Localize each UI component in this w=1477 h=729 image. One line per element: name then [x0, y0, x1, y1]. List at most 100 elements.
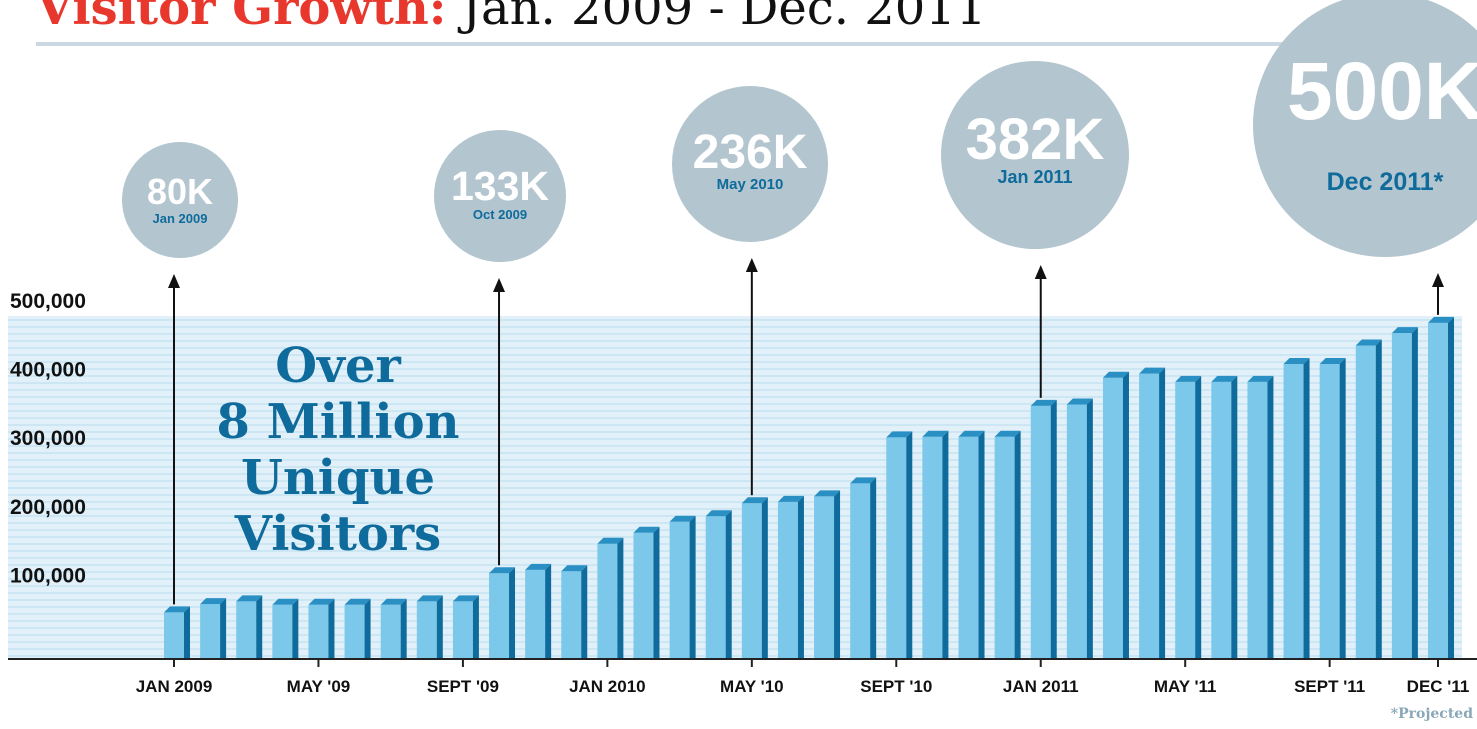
- bar: [669, 521, 690, 659]
- bar-top: [922, 430, 949, 437]
- bar: [1391, 333, 1412, 659]
- bar-top: [1030, 399, 1057, 406]
- bar-side: [797, 495, 804, 659]
- bar-top: [1102, 371, 1129, 378]
- x-tick-label: SEPT '09: [427, 677, 499, 696]
- bar-side: [1411, 327, 1418, 659]
- bar: [1355, 345, 1376, 659]
- bar-side: [1050, 399, 1057, 659]
- bar: [561, 571, 582, 659]
- bar-top: [1066, 398, 1093, 405]
- bar-side: [1014, 430, 1021, 659]
- bar-side: [220, 598, 227, 659]
- bar-side: [1303, 358, 1310, 659]
- bar: [272, 604, 293, 659]
- bar-side: [1122, 371, 1129, 659]
- bar-side: [1195, 375, 1202, 659]
- y-tick-label: 400,000: [10, 359, 86, 382]
- bar: [489, 573, 510, 659]
- bar: [994, 436, 1015, 659]
- bar: [1211, 381, 1232, 659]
- bar-top: [814, 490, 841, 497]
- annotation-value: 80K: [147, 171, 213, 212]
- bar: [1030, 405, 1051, 659]
- bar-side: [292, 598, 299, 659]
- bar-top: [236, 595, 263, 602]
- bar: [525, 569, 546, 659]
- annotation-bubble: [941, 61, 1129, 249]
- chart-title-lead: Visitor Growth:: [36, 0, 447, 36]
- bar: [1066, 404, 1087, 659]
- bar-top: [308, 598, 335, 605]
- bar-side: [545, 563, 552, 659]
- annotation-arrowhead: [1034, 265, 1047, 279]
- annotation-date: Jan 2009: [153, 211, 208, 226]
- bar-top: [741, 497, 768, 504]
- x-tick-label: JAN 2010: [569, 677, 646, 696]
- bar: [1102, 377, 1123, 659]
- bar: [164, 612, 184, 659]
- bar: [922, 436, 943, 659]
- bar-top: [416, 595, 443, 602]
- footnote: *Projected: [1390, 706, 1473, 722]
- bar-top: [1283, 358, 1310, 365]
- bar-side: [689, 515, 696, 659]
- bar-top: [344, 598, 371, 605]
- headline: Over 8 Million Unique Visitors: [188, 338, 488, 562]
- chart-title: Visitor Growth: Jan. 2009 - Dec. 2011: [36, 0, 986, 38]
- bar-side: [978, 430, 985, 659]
- bar-side: [472, 595, 479, 659]
- bar-top: [1355, 339, 1382, 346]
- bar: [850, 483, 871, 659]
- bar-side: [184, 606, 190, 659]
- bar-top: [777, 495, 804, 502]
- x-tick-label: JAN 2009: [136, 677, 213, 696]
- bar-top: [850, 477, 877, 484]
- annotation-date: Dec 2011*: [1327, 168, 1444, 196]
- headline-line-4: Visitors: [234, 506, 442, 562]
- bar-top: [705, 510, 732, 517]
- x-tick-label: MAY '11: [1154, 677, 1217, 696]
- x-tick-label: JAN 2011: [1003, 677, 1079, 696]
- bar: [741, 503, 762, 659]
- bar-top: [272, 598, 299, 605]
- bar-side: [1375, 339, 1382, 659]
- bar-side: [653, 526, 660, 659]
- bar-side: [870, 477, 877, 659]
- annotation-value: 382K: [966, 107, 1105, 172]
- bar-top: [669, 515, 696, 522]
- bar-top: [597, 537, 624, 544]
- bar-side: [1448, 316, 1454, 659]
- annotation-bubble: [1253, 0, 1477, 257]
- bar-top: [1391, 327, 1418, 334]
- bar: [308, 604, 329, 659]
- bar-side: [364, 598, 371, 659]
- x-tick-label: SEPT '10: [860, 677, 932, 696]
- bar: [597, 543, 618, 659]
- annotation-bubble: [434, 130, 566, 262]
- bar: [1428, 322, 1448, 659]
- y-tick-label: 500,000: [10, 290, 86, 313]
- bar: [200, 604, 221, 659]
- annotation-value: 500K: [1287, 46, 1477, 137]
- x-tick-label: DEC '11: [1407, 677, 1470, 696]
- bar-side: [942, 430, 949, 659]
- annotation-date: Jan 2011: [997, 167, 1072, 187]
- bar-side: [617, 537, 624, 659]
- chart-title-range: Jan. 2009 - Dec. 2011: [461, 0, 987, 36]
- x-tick-label: MAY '10: [720, 677, 784, 696]
- bar-top: [561, 565, 588, 572]
- bar-side: [725, 510, 732, 659]
- bar: [814, 496, 835, 659]
- bar-side: [328, 598, 335, 659]
- bar-top: [1211, 375, 1238, 382]
- bar: [236, 601, 257, 659]
- bar-side: [1086, 398, 1093, 659]
- bar-top: [164, 606, 190, 613]
- headline-line-3: Unique: [241, 450, 435, 506]
- title-rule: [36, 42, 1477, 46]
- bar-side: [834, 490, 841, 659]
- bar-side: [400, 598, 407, 659]
- bar-side: [436, 595, 443, 659]
